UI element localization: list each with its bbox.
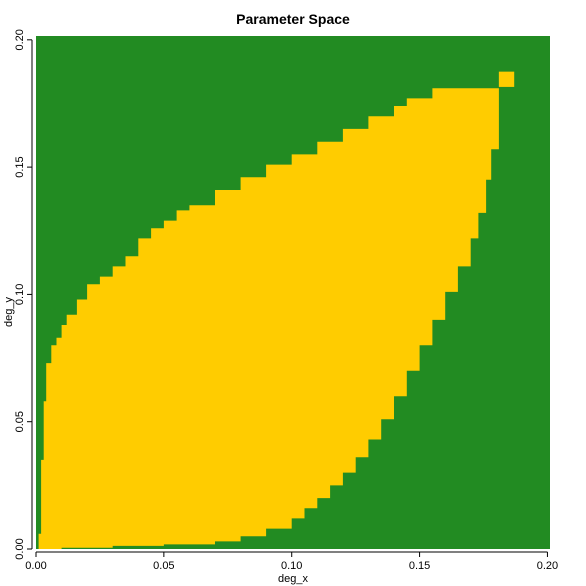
feasible-region xyxy=(38,88,499,549)
y-tick-label: 0.00 xyxy=(14,538,26,559)
y-axis: 0.00 0.05 0.10 0.15 0.20 xyxy=(14,29,33,560)
plot-area xyxy=(36,36,550,549)
x-tick-label: 0.10 xyxy=(281,560,302,572)
y-tick-label: 0.05 xyxy=(14,411,26,432)
y-axis-label: deg_y xyxy=(3,297,15,327)
region-cell xyxy=(498,71,515,87)
x-axis-label: deg_x xyxy=(278,573,308,585)
x-tick-label: 0.00 xyxy=(25,560,46,572)
x-tick-label: 0.20 xyxy=(537,560,558,572)
x-tick-label: 0.05 xyxy=(153,560,174,572)
x-tick-label: 0.15 xyxy=(409,560,430,572)
chart-title: Parameter Space xyxy=(236,11,350,27)
y-tick-label: 0.10 xyxy=(14,284,26,305)
y-tick-label: 0.20 xyxy=(14,29,26,50)
x-axis: 0.00 0.05 0.10 0.15 0.20 xyxy=(25,551,558,572)
y-tick-label: 0.15 xyxy=(14,156,26,177)
